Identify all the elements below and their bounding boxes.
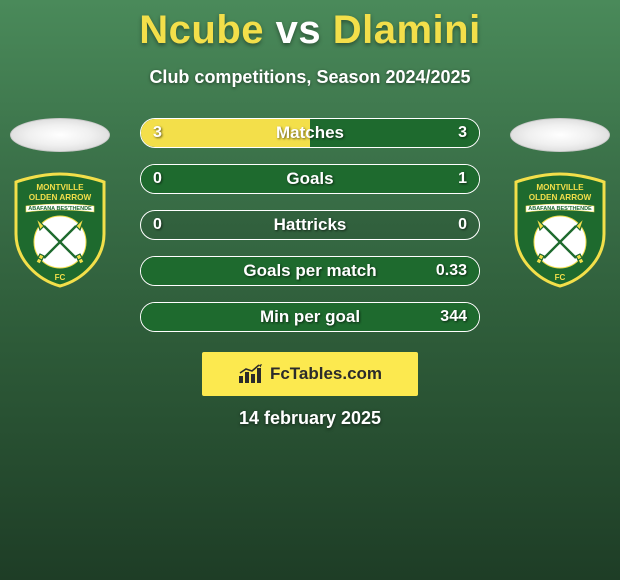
comparison-date: 14 february 2025	[0, 408, 620, 429]
player1-name: Ncube	[139, 8, 264, 52]
svg-text:ABAFANA BES'THENDE: ABAFANA BES'THENDE	[28, 206, 92, 212]
stat-bar: 01Goals	[140, 164, 480, 194]
svg-text:MONTVILLE: MONTVILLE	[36, 183, 84, 192]
stat-bar: 00Hattricks	[140, 210, 480, 240]
stat-bar: 344Min per goal	[140, 302, 480, 332]
right-player-column: MONTVILLE OLDEN ARROW ABAFANA BES'THENDE…	[500, 118, 620, 288]
svg-text:OLDEN ARROW: OLDEN ARROW	[529, 193, 592, 202]
bar-label: Goals per match	[141, 257, 479, 285]
svg-text:ABAFANA BES'THENDE: ABAFANA BES'THENDE	[528, 206, 592, 212]
stat-bars: 33Matches 01Goals 00Hattricks 0.33Goals per…	[140, 118, 480, 332]
comparison-content: MONTVILLE OLDEN ARROW ABAFANA BES'THENDE…	[0, 118, 620, 358]
brand-text: FcTables.com	[270, 364, 382, 384]
player2-club-crest: MONTVILLE OLDEN ARROW ABAFANA BES'THENDE…	[510, 172, 610, 288]
stat-bar: 33Matches	[140, 118, 480, 148]
player2-photo-placeholder	[510, 118, 610, 152]
bar-label: Goals	[141, 165, 479, 193]
player1-photo-placeholder	[10, 118, 110, 152]
player1-club-crest: MONTVILLE OLDEN ARROW ABAFANA BES'THENDE…	[10, 172, 110, 288]
player2-name: Dlamini	[333, 8, 481, 52]
stat-bar: 0.33Goals per match	[140, 256, 480, 286]
brand-badge: FcTables.com	[202, 352, 418, 396]
brand-chart-icon	[238, 364, 264, 384]
svg-text:FC: FC	[555, 273, 566, 282]
bar-label: Hattricks	[141, 211, 479, 239]
svg-text:FC: FC	[55, 273, 66, 282]
left-player-column: MONTVILLE OLDEN ARROW ABAFANA BES'THENDE…	[0, 118, 120, 288]
svg-text:OLDEN ARROW: OLDEN ARROW	[29, 193, 92, 202]
vs-separator: vs	[264, 8, 333, 52]
bar-label: Min per goal	[141, 303, 479, 331]
subtitle: Club competitions, Season 2024/2025	[0, 67, 620, 88]
page-title: Ncube vs Dlamini	[0, 0, 620, 53]
svg-text:MONTVILLE: MONTVILLE	[536, 183, 584, 192]
bar-label: Matches	[141, 119, 479, 147]
comparison-card: Ncube vs Dlamini Club competitions, Seas…	[0, 0, 620, 580]
